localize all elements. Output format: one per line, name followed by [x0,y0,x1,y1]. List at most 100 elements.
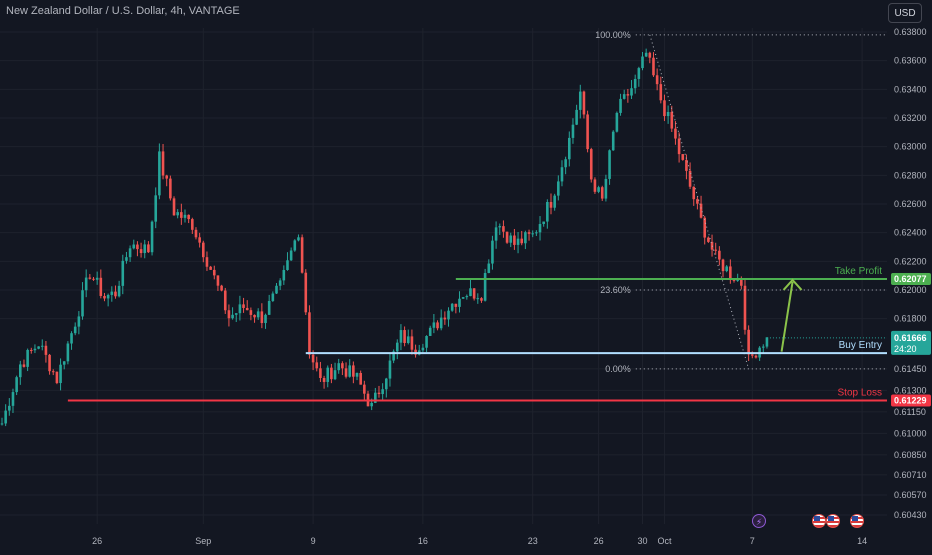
candle-body [604,178,608,199]
candle-body [578,91,582,110]
candle-body [297,237,300,241]
candle-body [44,345,48,355]
price-tick-label: 0.63400 [894,84,927,94]
fib-level-label: 0.00% [605,364,631,374]
us-flag-icon[interactable] [850,514,864,528]
event-icons: ⚡ [750,512,880,532]
price-tick-label: 0.62400 [894,228,927,238]
candle-body [447,310,450,320]
candle-body [62,361,66,365]
price-tag-label: 0.62077 [894,274,927,284]
time-tick-label: 23 [528,536,538,546]
candle-body [761,346,765,348]
candle-body [231,314,234,319]
candle-body [725,266,728,272]
candle-body [348,365,351,377]
candle-body [432,322,436,328]
candle-body [158,151,161,196]
candle-body [403,330,406,343]
us-flag-icon[interactable] [812,514,826,528]
candle-body [751,354,754,356]
candle-body [542,221,545,224]
candle-body [238,304,242,314]
candle-body [549,202,553,208]
candle-body [147,244,150,253]
candle-body [242,304,245,308]
current-price-value: 0.61666 [894,333,927,343]
candle-body [187,214,190,220]
candle-body [564,159,567,168]
candle-body [125,257,128,261]
candle-body [655,75,659,85]
candle-body [11,392,15,406]
candle-body [234,313,238,315]
flash-icon[interactable]: ⚡ [752,514,766,528]
candle-body [509,235,513,243]
candle-body [33,348,37,351]
price-tag [891,394,931,407]
candle-body [483,272,487,301]
candle-body [315,362,319,369]
candle-body [103,295,106,299]
currency-button[interactable]: USD [888,3,922,23]
candle-body [677,138,681,155]
time-tick-label: 9 [311,536,316,546]
candle-body [341,363,344,369]
us-flag-icon[interactable] [826,514,840,528]
candle-body [267,300,271,315]
price-tick-label: 0.61150 [894,407,926,417]
candle-body [194,229,198,238]
candle-body [696,199,699,204]
candle-body [575,109,578,125]
candle-body [381,389,384,395]
candle-body [59,364,62,384]
price-tick-label: 0.60850 [894,450,927,460]
candle-body [121,260,125,286]
candle-body [377,392,381,395]
candle-body [388,360,392,379]
candle-body [425,335,428,348]
candle-body [15,377,18,393]
candle-body [176,212,179,216]
candle-body [212,269,216,276]
candle-body [40,345,44,347]
time-tick-label: 30 [637,536,647,546]
candle-body [436,322,439,329]
candle-body [180,212,183,218]
candle-body [465,296,469,298]
candle-body [0,423,4,425]
candle-body [55,371,59,384]
candle-body [571,124,575,138]
candle-body [293,240,297,251]
candle-body [385,378,388,390]
time-tick-label: Oct [657,536,672,546]
candle-body [487,263,491,273]
candle-body [765,337,769,347]
candle-body [278,280,282,286]
candle-body [106,294,110,299]
candle-body [304,272,308,313]
candle-body [392,351,395,361]
price-tick-label: 0.63000 [894,142,927,152]
candle-body [469,288,472,297]
price-tick-label: 0.60570 [894,490,927,500]
candle-body [395,342,399,352]
candle-body [513,235,516,245]
candle-body [410,336,414,350]
price-tick-label: 0.61450 [894,364,927,374]
candle-body [256,311,260,318]
candle-body [26,349,29,367]
candle-body [319,368,322,378]
time-tick-label: 26 [594,536,604,546]
fib-level-label: 23.60% [600,285,631,295]
candle-body [326,367,330,382]
arrow-head [782,278,803,291]
candle-body [666,111,670,117]
candle-body [648,52,652,58]
candle-body [73,326,77,334]
candle-body [505,231,509,243]
candle-body [754,355,758,358]
candle-body [355,372,359,377]
